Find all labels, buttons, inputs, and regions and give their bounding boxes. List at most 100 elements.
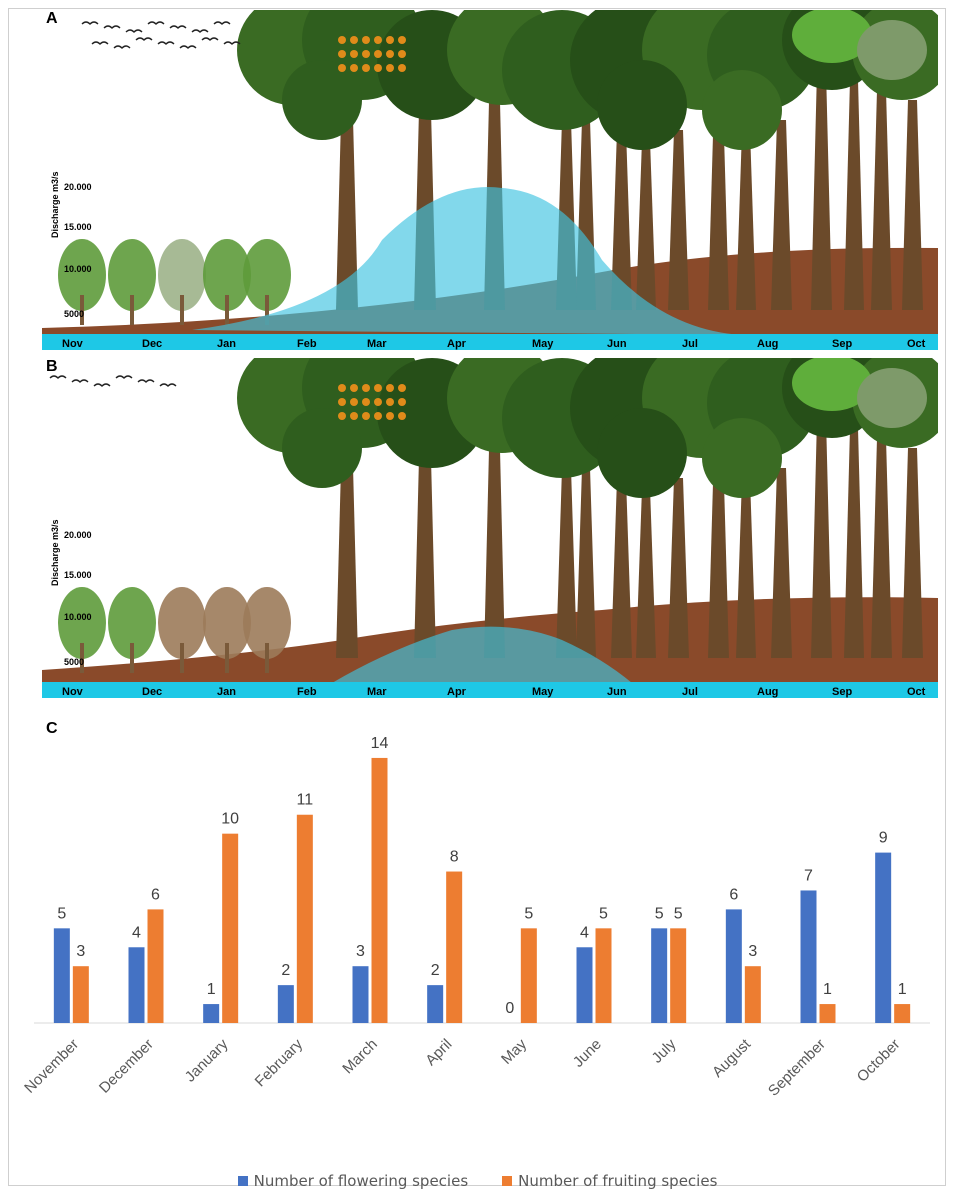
shrub [243,239,291,311]
tree-trunk [336,80,358,310]
shrub [58,587,106,659]
fruit-cluster [338,384,346,392]
tree-trunk [556,468,577,658]
fruit-cluster [362,50,370,58]
month-label: Dec [142,686,162,698]
fruit-cluster [350,36,358,44]
bar-flowering [352,966,369,1023]
fruit-cluster [362,36,370,44]
fruit-cluster [398,412,406,420]
data-label-fruiting: 3 [76,943,85,960]
bird-icon [115,375,133,379]
fruit-cluster [350,384,358,392]
shrub-stem [180,295,184,325]
discharge-tick-label: 20.000 [64,182,92,192]
fruit-cluster [362,398,370,406]
fruit-cluster [338,412,346,420]
data-label-flowering: 3 [356,943,365,960]
bar-fruiting [446,871,463,1023]
bar-fruiting [371,757,388,1023]
fruit-cluster [362,412,370,420]
data-label-fruiting: 6 [151,886,160,903]
pale-canopy [857,20,927,80]
bird-icon [179,45,197,49]
bar-fruiting [819,1004,836,1023]
bar-flowering [203,1004,220,1023]
tree-trunk [611,130,632,310]
tree-trunk [871,438,892,658]
figure-frame [8,8,946,1186]
data-label-flowering: 9 [879,830,888,847]
data-label-fruiting: 5 [674,905,683,922]
bird-icon [157,41,175,45]
month-label: Mar [367,686,387,698]
discharge-axis-label: Discharge m3/s [50,519,60,586]
month-label: Sep [832,686,852,698]
fruit-cluster [386,36,394,44]
bar-fruiting [147,909,164,1023]
category-tick-label: May [498,1035,530,1067]
month-label: Aug [757,338,778,350]
category-tick-label: February [252,1035,307,1090]
panel-b-letter: B [46,358,58,375]
month-label: Nov [62,338,84,350]
bar-fruiting [670,928,687,1023]
fruit-cluster [350,50,358,58]
discharge-tick-label: 10.000 [64,612,92,622]
bird-icon [49,375,67,379]
bar-flowering [875,852,892,1023]
fruit-cluster [350,64,358,72]
panel-a-illustration: Nov Dec Jan Feb Mar Apr May Jun Jul Aug Sep Oct Disc… [42,10,938,350]
bird-icon [213,21,231,25]
month-label: Feb [297,686,317,698]
month-label: Jun [607,338,627,350]
discharge-tick-label: 10.000 [64,264,92,274]
legend-label-flowering: Number of flowering species [253,1172,469,1190]
month-label: Apr [447,686,467,698]
month-label: Mar [367,338,387,350]
bird-icon [71,379,89,383]
bird-icon [93,383,111,387]
shrub-stem [180,643,184,673]
bird-icon [191,29,209,33]
tree-trunk [871,90,892,310]
discharge-tick-label: 20.000 [64,530,92,540]
discharge-tick-label: 5000 [64,657,84,667]
data-label-flowering: 5 [655,905,664,922]
fruit-cluster [350,398,358,406]
fruit-cluster [398,64,406,72]
fruit-cluster [398,384,406,392]
data-label-flowering: 5 [57,905,66,922]
bar-fruiting [595,928,612,1023]
month-label: Oct [907,686,926,698]
fruit-cluster [374,36,382,44]
data-label-fruiting: 10 [221,811,239,828]
shrub-stem [80,643,84,673]
shrub-stem [80,295,84,325]
data-label-fruiting: 5 [524,905,533,922]
tree-trunk [771,468,792,658]
bar-flowering [576,947,593,1023]
tree-trunk [484,408,505,658]
tree-trunk [736,130,756,310]
category-tick-label: January [182,1035,232,1085]
month-label: Oct [907,338,926,350]
tree-trunk [636,488,656,658]
month-label: Jun [607,686,627,698]
month-label: Nov [62,686,84,698]
data-label-fruiting: 8 [450,849,459,866]
shrub-stem [265,643,269,673]
shrub [158,587,206,659]
data-label-flowering: 4 [580,924,589,941]
bar-fruiting [520,928,537,1023]
light-canopy [792,358,872,411]
bar-flowering [277,985,294,1023]
bar-fruiting [894,1004,911,1023]
data-label-fruiting: 3 [748,943,757,960]
fruit-cluster [398,398,406,406]
bird-icon [147,21,165,25]
month-label: Jan [217,686,236,698]
month-label: May [532,686,554,698]
bar-fruiting [72,966,89,1023]
category-tick-label: September [765,1036,829,1100]
